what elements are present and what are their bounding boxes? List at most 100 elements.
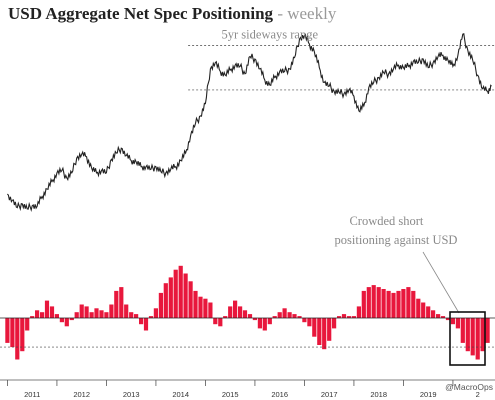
- positioning-bar: [337, 316, 342, 318]
- positioning-bar: [356, 306, 361, 318]
- x-tick-label: 2: [476, 390, 480, 399]
- positioning-bar: [262, 318, 267, 331]
- positioning-bar: [421, 302, 426, 318]
- crowded-short-annotation-line-2: positioning against USD: [335, 233, 458, 247]
- positioning-bar: [188, 281, 193, 318]
- price-series-line: [6, 33, 492, 213]
- positioning-bar: [54, 314, 59, 318]
- positioning-bar: [99, 310, 104, 318]
- positioning-bar: [445, 318, 451, 321]
- positioning-bar: [411, 290, 416, 318]
- x-tick-label: 2011: [24, 390, 40, 399]
- positioning-bar: [317, 318, 322, 345]
- positioning-bar: [213, 318, 218, 325]
- positioning-bar: [252, 318, 257, 321]
- positioning-bar: [257, 318, 262, 329]
- positioning-bar: [406, 287, 411, 318]
- positioning-bar: [163, 283, 168, 318]
- positioning-bar: [114, 290, 119, 318]
- positioning-bar: [198, 296, 203, 318]
- positioning-bar: [208, 302, 213, 318]
- positioning-bar: [124, 304, 129, 318]
- positioning-bar: [178, 265, 183, 318]
- positioning-bar: [332, 318, 337, 329]
- positioning-bar: [15, 318, 20, 360]
- positioning-bar: [89, 312, 94, 318]
- positioning-bar: [193, 290, 198, 318]
- x-axis: 2011 2012 2013 2014 2015 2016 2017 2018 2019 2: [0, 379, 495, 399]
- positioning-bar: [59, 318, 64, 323]
- positioning-panel: Crowded short positioning against USD: [0, 214, 495, 366]
- positioning-bar: [440, 316, 446, 318]
- positioning-bar: [460, 318, 465, 343]
- positioning-bar: [436, 314, 441, 318]
- source-credit: @MacroOps: [445, 382, 493, 392]
- highlight-box: [449, 311, 486, 366]
- positioning-bar: [129, 312, 134, 318]
- positioning-bar: [168, 277, 173, 318]
- positioning-bar: [134, 314, 139, 318]
- positioning-bar: [431, 310, 436, 318]
- positioning-bar: [233, 300, 238, 318]
- positioning-bars: [5, 265, 490, 360]
- positioning-bar: [84, 306, 89, 318]
- chart-title: USD Aggregate Net Spec Positioning - wee…: [8, 4, 337, 23]
- positioning-bar: [312, 318, 317, 337]
- chart-subtitle: - weekly: [277, 4, 337, 23]
- positioning-bar: [282, 308, 287, 318]
- positioning-bar: [153, 308, 158, 318]
- positioning-bar: [401, 289, 406, 318]
- positioning-bar: [228, 306, 233, 318]
- positioning-bar: [223, 316, 228, 318]
- positioning-bar: [322, 318, 327, 350]
- positioning-bar: [292, 314, 297, 318]
- positioning-bar: [351, 316, 356, 318]
- positioning-bar: [470, 318, 475, 356]
- positioning-bar: [109, 304, 114, 318]
- positioning-bar: [480, 318, 485, 352]
- crowded-short-annotation-line-1: Crowded short positioning against USD: [335, 214, 458, 247]
- positioning-bar: [94, 308, 99, 318]
- positioning-bar: [341, 314, 347, 318]
- x-tick-label: 2014: [172, 390, 189, 399]
- positioning-bar: [381, 289, 386, 318]
- range-annotation: 5yr sideways range: [222, 27, 319, 41]
- positioning-bar: [143, 318, 149, 331]
- positioning-bar: [465, 318, 470, 352]
- positioning-bar: [79, 304, 84, 318]
- positioning-bar: [366, 287, 371, 318]
- positioning-bar: [20, 318, 25, 352]
- x-tick-label: 2012: [73, 390, 90, 399]
- positioning-bar: [44, 300, 50, 318]
- annotation-pointer-line: [422, 251, 460, 314]
- positioning-bar: [346, 316, 352, 318]
- positioning-bar: [203, 298, 208, 318]
- price-panel: 5yr sideways range: [6, 27, 495, 213]
- positioning-bar: [297, 316, 302, 318]
- positioning-bar: [376, 287, 381, 318]
- positioning-bar: [455, 318, 460, 329]
- positioning-bar: [119, 287, 124, 318]
- positioning-bar: [272, 316, 277, 318]
- positioning-bar: [64, 318, 69, 327]
- positioning-bar: [371, 285, 376, 318]
- positioning-bar: [267, 318, 272, 325]
- x-tick-label: 2019: [420, 390, 437, 399]
- positioning-bar: [386, 290, 391, 318]
- positioning-bar: [25, 318, 30, 331]
- positioning-bar: [173, 269, 178, 318]
- positioning-bar: [35, 310, 40, 318]
- positioning-bar: [247, 314, 253, 318]
- positioning-bar: [104, 312, 109, 318]
- x-tick-label: 2018: [370, 390, 387, 399]
- positioning-bar: [391, 292, 396, 318]
- positioning-bar: [49, 306, 55, 318]
- positioning-bar: [396, 290, 401, 318]
- positioning-bar: [74, 312, 79, 318]
- positioning-bar: [287, 312, 292, 318]
- positioning-bar: [277, 312, 282, 318]
- positioning-bar: [40, 312, 45, 318]
- positioning-bar: [361, 290, 366, 318]
